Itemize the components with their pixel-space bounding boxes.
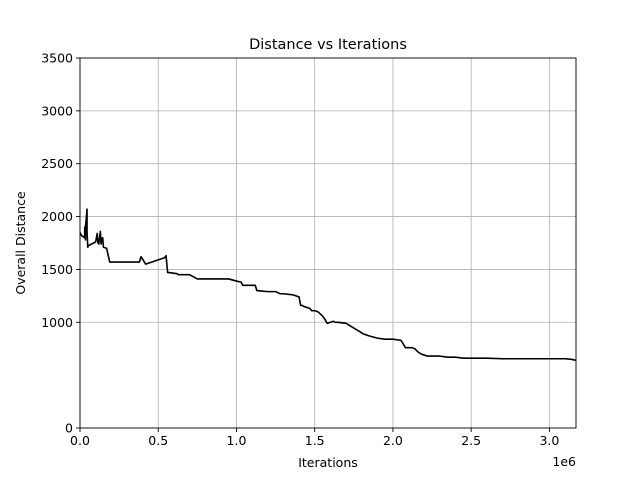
x-tick-label: 3.0 bbox=[539, 433, 559, 448]
x-tick-label: 1.0 bbox=[227, 433, 247, 448]
y-tick-label: 2000 bbox=[41, 209, 73, 224]
x-tick-label: 2.5 bbox=[461, 433, 481, 448]
y-tick-label: 1000 bbox=[41, 315, 73, 330]
y-tick-label: 3500 bbox=[41, 51, 73, 66]
x-tick-label: 2.0 bbox=[383, 433, 403, 448]
x-tick-label: 1.5 bbox=[305, 433, 325, 448]
y-tick-label: 1500 bbox=[41, 262, 73, 277]
y-tick-label: 3000 bbox=[41, 103, 73, 118]
x-tick-label: 0.0 bbox=[70, 433, 90, 448]
x-tick-label: 0.5 bbox=[148, 433, 168, 448]
y-axis-label: Overall Distance bbox=[13, 191, 28, 295]
series-line-overall-distance bbox=[79, 208, 577, 362]
chart-title: Distance vs Iterations bbox=[249, 37, 407, 53]
x-axis-offset-label: 1e6 bbox=[552, 454, 576, 469]
x-axis-label: Iterations bbox=[298, 455, 358, 470]
grid-lines bbox=[79, 57, 576, 429]
plot-frame bbox=[79, 57, 577, 429]
y-tick-label: 2500 bbox=[41, 156, 73, 171]
y-tick-label: 0 bbox=[65, 421, 73, 436]
axis-ticks bbox=[76, 57, 550, 432]
